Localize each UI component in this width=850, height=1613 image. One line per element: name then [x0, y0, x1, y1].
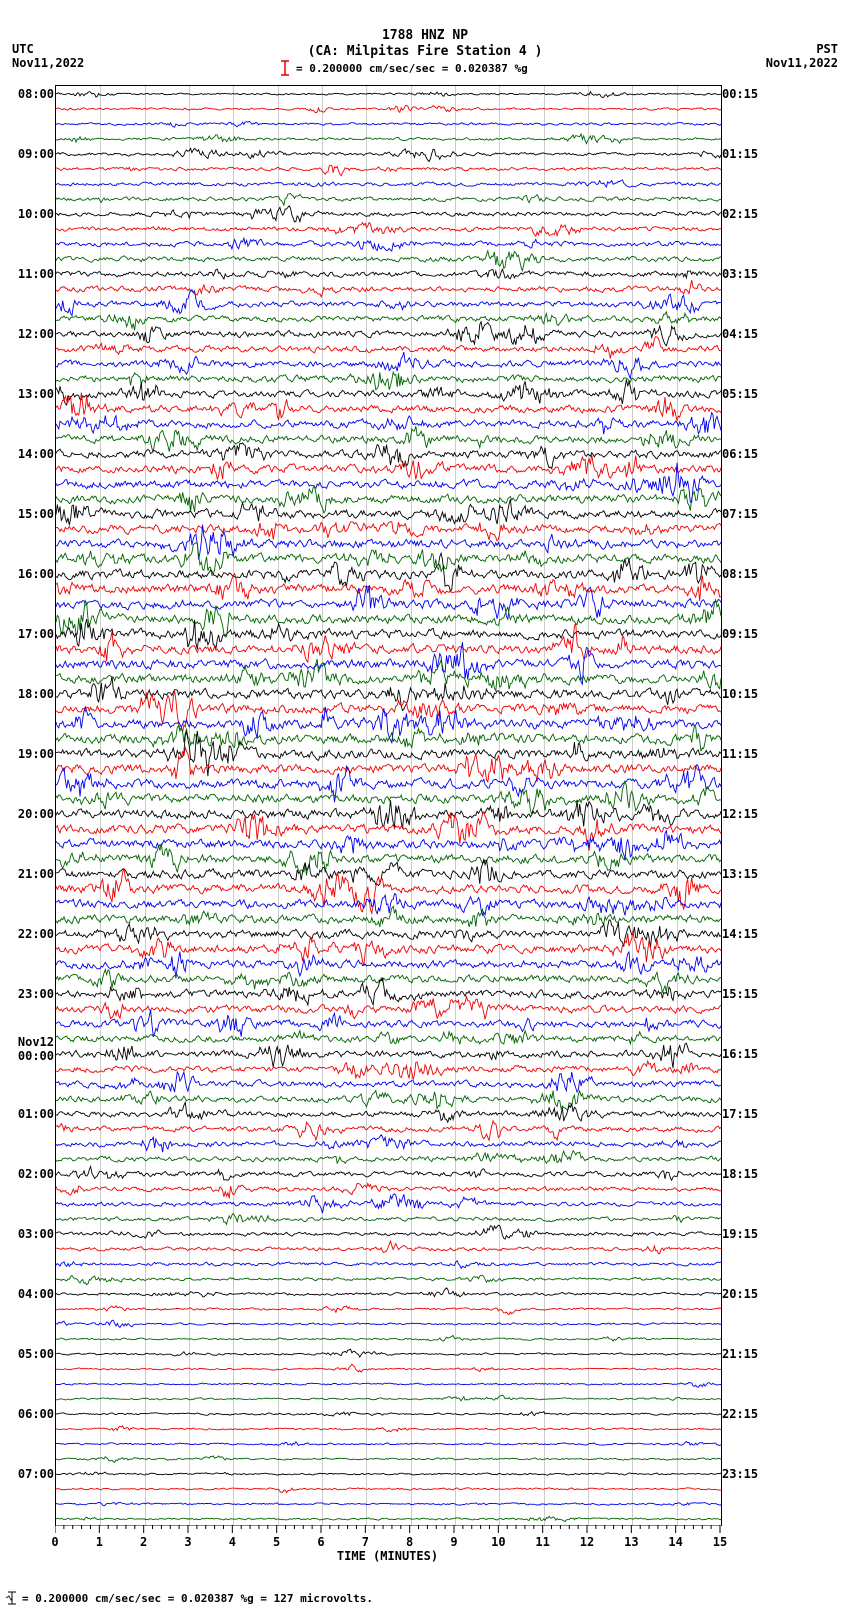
- ytick-left: 03:00: [18, 1227, 54, 1241]
- ytick-right: 08:15: [722, 567, 758, 581]
- ytick-right: 07:15: [722, 507, 758, 521]
- scale-text: = 0.200000 cm/sec/sec = 0.020387 %g: [296, 62, 528, 75]
- ytick-right: 22:15: [722, 1407, 758, 1421]
- ytick-left: 01:00: [18, 1107, 54, 1121]
- ytick-left: 05:00: [18, 1347, 54, 1361]
- ytick-right: 15:15: [722, 987, 758, 1001]
- ytick-right: 23:15: [722, 1467, 758, 1481]
- ytick-right: 12:15: [722, 807, 758, 821]
- ytick-right: 01:15: [722, 147, 758, 161]
- ytick-left: 08:00: [18, 87, 54, 101]
- ytick-left: 17:00: [18, 627, 54, 641]
- ytick-left: 12:00: [18, 327, 54, 341]
- station-title: 1788 HNZ NP: [0, 28, 850, 43]
- ytick-right: 20:15: [722, 1287, 758, 1301]
- ytick-left: 16:00: [18, 567, 54, 581]
- ytick-right: 06:15: [722, 447, 758, 461]
- scale-bar: = 0.200000 cm/sec/sec = 0.020387 %g: [280, 60, 528, 76]
- ytick-left: 18:00: [18, 687, 54, 701]
- ytick-left: 07:00: [18, 1467, 54, 1481]
- ytick-left: 13:00: [18, 387, 54, 401]
- tz-left-label: UTC: [12, 42, 34, 56]
- x-axis-ticks: [55, 1525, 722, 1547]
- ytick-left: 11:00: [18, 267, 54, 281]
- ytick-left: 21:00: [18, 867, 54, 881]
- ytick-right: 13:15: [722, 867, 758, 881]
- ytick-left: 04:00: [18, 1287, 54, 1301]
- date-left-label: Nov11,2022: [12, 56, 84, 70]
- ytick-left: 20:00: [18, 807, 54, 821]
- scale-bar-icon: [280, 60, 290, 76]
- ytick-right: 16:15: [722, 1047, 758, 1061]
- ytick-right: 04:15: [722, 327, 758, 341]
- station-subtitle: (CA: Milpitas Fire Station 4 ): [0, 44, 850, 59]
- ytick-right: 19:15: [722, 1227, 758, 1241]
- ytick-right: 00:15: [722, 87, 758, 101]
- date-right-label: Nov11,2022: [766, 56, 838, 70]
- ytick-right: 17:15: [722, 1107, 758, 1121]
- footer-scale: = 0.200000 cm/sec/sec = 0.020387 %g = 12…: [6, 1591, 373, 1605]
- ytick-left: 02:00: [18, 1167, 54, 1181]
- ytick-right: 02:15: [722, 207, 758, 221]
- ytick-right: 10:15: [722, 687, 758, 701]
- ytick-right: 05:15: [722, 387, 758, 401]
- ytick-right: 03:15: [722, 267, 758, 281]
- ytick-left: 09:00: [18, 147, 54, 161]
- seismogram-plot: [55, 85, 722, 1526]
- ytick-left: 10:00: [18, 207, 54, 221]
- ytick-right: 14:15: [722, 927, 758, 941]
- ytick-left: 22:00: [18, 927, 54, 941]
- ytick-left: 00:00: [18, 1049, 54, 1063]
- ytick-left: 15:00: [18, 507, 54, 521]
- ytick-right: 09:15: [722, 627, 758, 641]
- ytick-right: 11:15: [722, 747, 758, 761]
- ytick-left: Nov12: [18, 1035, 54, 1049]
- ytick-left: 19:00: [18, 747, 54, 761]
- ytick-left: 23:00: [18, 987, 54, 1001]
- ytick-right: 21:15: [722, 1347, 758, 1361]
- tz-right-label: PST: [816, 42, 838, 56]
- seismogram-container: 1788 HNZ NP (CA: Milpitas Fire Station 4…: [0, 0, 850, 1613]
- ytick-left: 14:00: [18, 447, 54, 461]
- ytick-left: 06:00: [18, 1407, 54, 1421]
- ytick-right: 18:15: [722, 1167, 758, 1181]
- footer-scale-icon: [6, 1591, 18, 1605]
- x-axis-label: TIME (MINUTES): [337, 1549, 438, 1563]
